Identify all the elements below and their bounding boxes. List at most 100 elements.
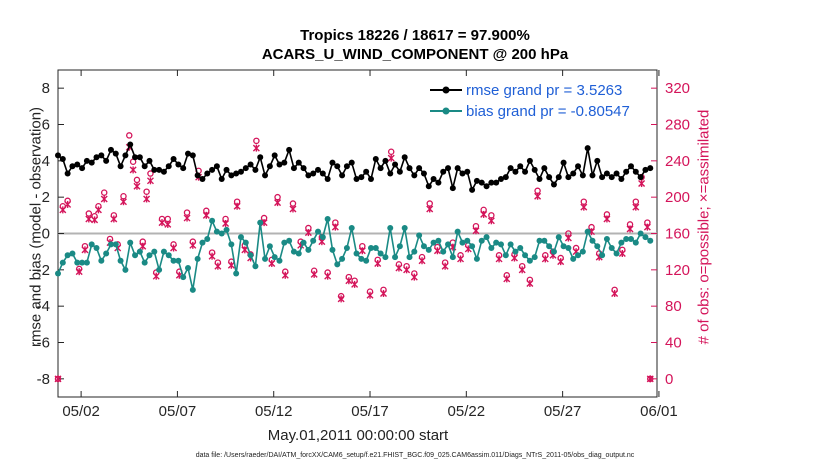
- rmse-point: [454, 165, 461, 172]
- obs-assimilated-marker: [331, 223, 339, 231]
- rmse-point: [526, 157, 533, 164]
- obs-possible-marker: [274, 193, 281, 201]
- obs-assimilated-marker: [158, 219, 166, 227]
- bias-point: [213, 228, 220, 235]
- y-tick-label: -6: [37, 335, 50, 352]
- obs-assimilated-marker: [433, 247, 441, 255]
- obs-assimilated-marker: [268, 259, 276, 267]
- rmse-point: [618, 176, 625, 182]
- rmse-point: [541, 165, 548, 172]
- rmse-point: [353, 176, 360, 182]
- bias-point: [579, 248, 586, 255]
- rmse-point: [589, 172, 596, 179]
- bias-point: [464, 237, 471, 244]
- obs-assimilated-marker: [289, 205, 297, 213]
- obs-assimilated-marker: [618, 249, 626, 257]
- rmse-point: [204, 170, 211, 177]
- x-tick-label: 06/01: [640, 403, 678, 420]
- obs-assimilated-marker: [202, 211, 210, 219]
- obs-possible-marker: [387, 148, 395, 155]
- obs-assimilated-marker: [75, 268, 83, 276]
- bias-point: [98, 257, 105, 264]
- rmse-point: [416, 165, 423, 172]
- y2-tick-label: 280: [665, 117, 690, 134]
- bias-point: [218, 230, 225, 237]
- obs-assimilated-marker: [81, 246, 89, 254]
- rmse-point: [517, 163, 524, 170]
- rmse-point: [69, 163, 76, 170]
- rmse-point: [160, 168, 167, 175]
- bias-point: [160, 248, 167, 255]
- bias-point: [459, 239, 466, 246]
- rmse-point: [290, 165, 297, 172]
- y2-tick-label: 320: [665, 80, 690, 97]
- obs-assimilated-marker: [183, 214, 191, 222]
- bias-point: [329, 246, 336, 253]
- bias-point: [483, 234, 490, 241]
- obs-assimilated-marker: [345, 277, 353, 285]
- rmse-point: [445, 165, 452, 172]
- obs-assimilated-marker: [480, 210, 488, 218]
- obs-assimilated-marker: [281, 271, 289, 279]
- bias-point: [209, 217, 216, 224]
- bias-point: [257, 219, 264, 226]
- rmse-point: [411, 172, 418, 179]
- bias-point: [286, 237, 293, 244]
- rmse-point: [262, 172, 269, 179]
- bias-point: [430, 239, 437, 246]
- obs-assimilated-marker: [457, 255, 465, 263]
- rmse-point: [449, 185, 456, 192]
- bias-point: [348, 225, 355, 232]
- y-axis-label-left: rmse and bias (model - observation): [27, 106, 45, 348]
- x-tick-label: 05/07: [159, 403, 197, 420]
- rmse-point: [165, 163, 172, 170]
- legend-marker: [442, 107, 450, 115]
- bias-point: [555, 234, 562, 241]
- obs-assimilated-marker: [139, 242, 147, 250]
- bias-point: [136, 248, 143, 255]
- bias-point: [59, 259, 66, 266]
- obs-assimilated-marker: [94, 206, 102, 214]
- y-tick-label: 4: [42, 153, 50, 170]
- rmse-point: [483, 183, 490, 190]
- bias-point: [613, 250, 620, 257]
- bias-point: [401, 225, 408, 232]
- rmse-point: [478, 179, 485, 186]
- rmse-point: [599, 174, 606, 181]
- bias-point: [55, 270, 61, 277]
- bias-point: [295, 250, 302, 257]
- rmse-point: [170, 156, 177, 163]
- obs-assimilated-marker: [472, 227, 480, 235]
- x-tick-label: 05/12: [255, 403, 293, 420]
- rmse-point: [565, 174, 572, 181]
- bias-point: [618, 239, 625, 246]
- rmse-point: [180, 165, 187, 172]
- obs-assimilated-marker: [64, 200, 72, 208]
- rmse-point: [594, 157, 601, 164]
- obs-assimilated-marker: [632, 203, 640, 211]
- rmse-point: [103, 157, 110, 164]
- rmse-point: [512, 168, 519, 175]
- rmse-point: [319, 170, 326, 177]
- rmse-point: [132, 154, 139, 161]
- rmse-point: [185, 150, 192, 157]
- rmse-point: [493, 179, 500, 186]
- obs-possible-marker: [147, 170, 154, 177]
- bias-point: [546, 243, 553, 250]
- rmse-point: [440, 168, 447, 175]
- rmse-point: [627, 163, 634, 170]
- bias-point: [627, 235, 634, 242]
- obs-assimilated-marker: [518, 266, 526, 274]
- rmse-point: [632, 168, 639, 175]
- y-tick-label: 8: [42, 80, 50, 97]
- bias-point: [377, 250, 384, 257]
- bias-point: [396, 243, 403, 250]
- bias-point: [93, 245, 100, 252]
- rmse-point: [286, 146, 293, 153]
- obs-assimilated-marker: [152, 272, 160, 280]
- rmse-point: [550, 181, 557, 188]
- bias-point: [440, 248, 447, 255]
- rmse-point: [575, 163, 582, 170]
- rmse-point: [387, 170, 394, 177]
- obs-assimilated-marker: [643, 223, 651, 231]
